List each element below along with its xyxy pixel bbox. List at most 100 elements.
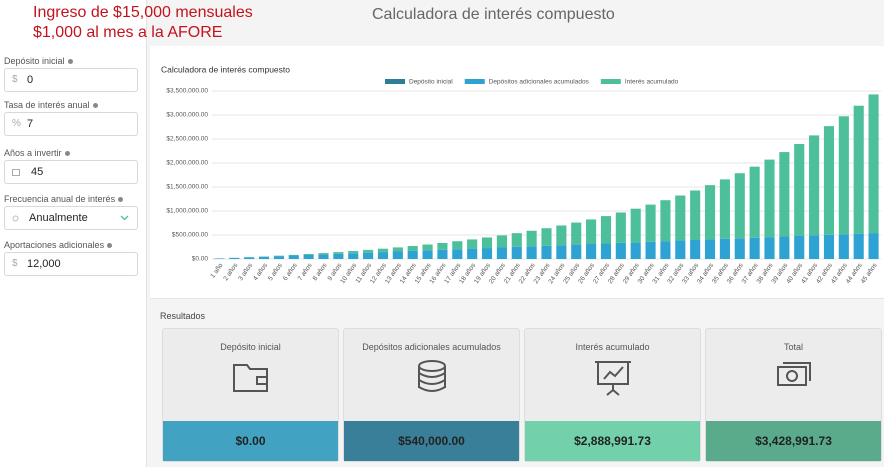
- input-value: 0: [27, 74, 34, 86]
- legend-swatch: [385, 79, 405, 84]
- bar-segment: [660, 200, 671, 242]
- bar-segment: [318, 253, 329, 255]
- select-input[interactable]: Anualmente: [4, 206, 138, 230]
- x-tick-label: 45 años: [860, 262, 879, 286]
- bar-segment: [392, 251, 403, 259]
- bar-segment: [615, 212, 626, 243]
- bar-segment: [333, 253, 344, 259]
- bar-segment: [794, 235, 805, 259]
- bar-segment: [779, 152, 790, 237]
- bar-segment: [600, 243, 612, 259]
- legend-swatch: [464, 79, 485, 84]
- cash-icon: [777, 362, 811, 386]
- bar-segment: [318, 254, 329, 259]
- legend-swatch: [600, 79, 621, 84]
- bar-segment: [838, 116, 849, 235]
- bar-segment: [630, 242, 641, 259]
- bar-segment: [303, 254, 314, 255]
- bar-segment: [630, 208, 641, 243]
- bar-segment: [467, 248, 478, 259]
- field-label: Depósito inicial: [4, 56, 73, 66]
- bar-segment: [853, 233, 864, 259]
- bar-segment: [704, 185, 716, 240]
- bar-segment: [719, 238, 730, 259]
- bar-segment: [734, 173, 745, 239]
- bar-segment: [363, 252, 374, 259]
- bar-segment: [511, 246, 522, 259]
- bar-segment: [407, 250, 418, 259]
- bar-segment: [377, 252, 389, 259]
- bar-segment: [645, 241, 656, 259]
- bar-segment: [586, 244, 597, 259]
- input-prefix: $: [12, 74, 18, 85]
- bar-segment: [749, 237, 760, 259]
- bar-segment: [437, 242, 448, 250]
- bar-segment: [496, 235, 507, 248]
- bar-segment: [481, 248, 493, 259]
- field-label: Años a invertir: [4, 148, 70, 158]
- y-tick-label: $3,500,000.00: [166, 88, 208, 95]
- bar-segment: [571, 244, 582, 259]
- card-label: Depósitos adicionales acumulados: [362, 342, 501, 352]
- card-value: $2,888,991.73: [525, 421, 700, 461]
- bar-segment: [868, 94, 879, 234]
- bar-segment: [511, 233, 522, 247]
- result-card: Interés acumulado $2,888,991.73: [524, 328, 701, 462]
- bar-segment: [481, 237, 493, 249]
- bar-segment: [675, 195, 686, 241]
- folder-icon: [233, 364, 268, 392]
- input-value: Anualmente: [29, 212, 88, 224]
- legend-label: Depósito inicial: [409, 79, 453, 86]
- bar-segment: [823, 234, 835, 259]
- bar-segment: [348, 251, 359, 254]
- bar-segment: [526, 246, 537, 259]
- overlay-text: $1,000 al mes a la AFORE: [33, 24, 223, 41]
- y-tick-label: $3,000,000.00: [166, 112, 208, 119]
- bar-segment: [600, 216, 612, 244]
- field-label: Tasa de interés anual: [4, 100, 98, 110]
- bar-segment: [615, 242, 626, 259]
- calendar-icon: [12, 169, 20, 176]
- text-input[interactable]: $0: [4, 68, 138, 92]
- page-title: Calculadora de interés compuesto: [372, 6, 615, 23]
- bar-segment: [690, 190, 701, 240]
- bar-segment: [734, 238, 745, 259]
- bar-segment: [333, 252, 344, 254]
- bar-segment: [823, 126, 835, 235]
- input-value: 45: [31, 166, 44, 178]
- bar-segment: [452, 241, 463, 250]
- overlay-text: Ingreso de $15,000 mensuales: [33, 4, 253, 21]
- bar-segment: [422, 250, 433, 259]
- text-input[interactable]: $12,000: [4, 252, 138, 276]
- bar-segment: [809, 235, 820, 259]
- chart-panel: Calculadora de interés compuesto $0.00 $5…: [150, 46, 884, 299]
- card-label: Depósito inicial: [220, 342, 281, 352]
- bar-segment: [779, 236, 790, 259]
- bar-segment: [437, 249, 448, 259]
- bar-segment: [660, 241, 671, 259]
- bar-segment: [675, 240, 686, 259]
- text-input[interactable]: 45: [4, 160, 138, 184]
- text-input[interactable]: % 7: [4, 112, 138, 136]
- field-label: Frecuencia anual de interés: [4, 194, 123, 204]
- result-card: Depósito inicial $0.00: [162, 328, 339, 462]
- result-card: Depósitos adicionales acumulados $540,00…: [343, 328, 520, 462]
- y-tick-label: $1,500,000.00: [166, 184, 208, 191]
- card-value: $540,000.00: [344, 421, 519, 461]
- bar-segment: [467, 239, 478, 249]
- bar-segment: [838, 234, 849, 259]
- bar-segment: [273, 256, 284, 259]
- bar-segment: [229, 257, 240, 259]
- y-tick-label: $1,000,000.00: [166, 208, 208, 215]
- bar-segment: [719, 179, 730, 239]
- y-tick-label: $2,000,000.00: [166, 160, 208, 167]
- field-label: Aportaciones adicionales: [4, 240, 112, 250]
- bar-segment: [303, 254, 314, 259]
- chart-title: Calculadora de interés compuesto: [161, 64, 290, 74]
- form-panel: Depósito inicial $0 Tasa de interés anua…: [0, 0, 147, 467]
- card-value: $3,428,991.73: [706, 421, 881, 461]
- bar-segment: [690, 239, 701, 259]
- bar-segment: [556, 245, 567, 259]
- card-label: Interés acumulado: [575, 342, 650, 352]
